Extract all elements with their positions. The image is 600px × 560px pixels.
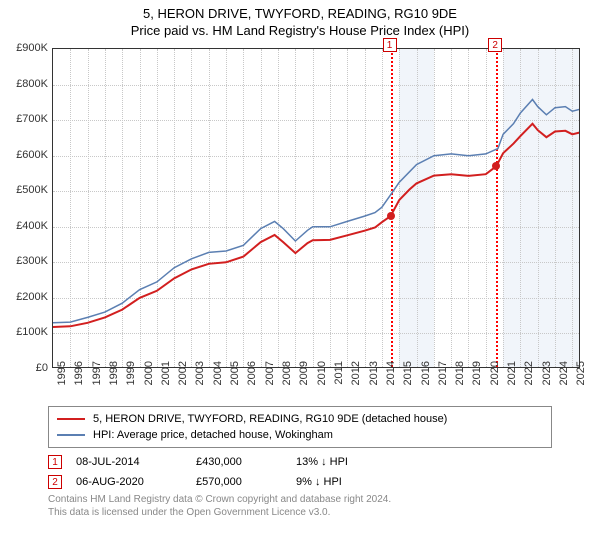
- x-tick-label: 2023: [541, 361, 553, 401]
- legend-row: HPI: Average price, detached house, Woki…: [57, 427, 543, 443]
- legend-label: HPI: Average price, detached house, Woki…: [93, 427, 333, 443]
- y-tick-label: £800K: [2, 78, 48, 90]
- y-tick-label: £400K: [2, 220, 48, 232]
- event-row-delta: 13% ↓ HPI: [296, 456, 426, 468]
- series-hpi: [53, 100, 579, 323]
- legend: 5, HERON DRIVE, TWYFORD, READING, RG10 9…: [48, 406, 552, 448]
- x-tick-label: 2007: [264, 361, 276, 401]
- y-tick-label: £200K: [2, 291, 48, 303]
- x-tick-label: 2013: [368, 361, 380, 401]
- x-tick-label: 2011: [333, 361, 345, 401]
- x-tick-label: 1998: [108, 361, 120, 401]
- event-row-date: 08-JUL-2014: [76, 456, 196, 468]
- event-row: 1 08-JUL-2014£430,00013% ↓ HPI: [48, 452, 552, 472]
- legend-swatch: [57, 434, 85, 436]
- x-tick-label: 2010: [316, 361, 328, 401]
- x-tick-label: 2025: [575, 361, 587, 401]
- x-tick-label: 1996: [73, 361, 85, 401]
- x-tick-label: 2009: [298, 361, 310, 401]
- chart-title: 5, HERON DRIVE, TWYFORD, READING, RG10 9…: [0, 6, 600, 21]
- plot-area: [52, 48, 580, 368]
- x-tick-label: 2012: [350, 361, 362, 401]
- y-tick-label: £100K: [2, 326, 48, 338]
- footer-attribution: Contains HM Land Registry data © Crown c…: [48, 494, 552, 519]
- x-tick-label: 2021: [506, 361, 518, 401]
- legend-row: 5, HERON DRIVE, TWYFORD, READING, RG10 9…: [57, 411, 543, 427]
- y-tick-label: £500K: [2, 184, 48, 196]
- x-tick-label: 2002: [177, 361, 189, 401]
- y-tick-label: £0: [2, 362, 48, 374]
- x-tick-label: 2019: [471, 361, 483, 401]
- x-tick-label: 2006: [246, 361, 258, 401]
- x-tick-label: 2000: [143, 361, 155, 401]
- event-badge-1: 1: [383, 38, 397, 52]
- events-table: 1 08-JUL-2014£430,00013% ↓ HPI 2 06-AUG-202…: [48, 452, 552, 492]
- x-tick-label: 2015: [402, 361, 414, 401]
- x-tick-label: 2008: [281, 361, 293, 401]
- event-row-delta: 9% ↓ HPI: [296, 476, 426, 488]
- x-tick-label: 2017: [437, 361, 449, 401]
- x-tick-label: 2018: [454, 361, 466, 401]
- footer-line-2: This data is licensed under the Open Gov…: [48, 507, 552, 520]
- event-row-date: 06-AUG-2020: [76, 476, 196, 488]
- event-badge-2: 2: [488, 38, 502, 52]
- x-tick-label: 2005: [229, 361, 241, 401]
- chart-subtitle: Price paid vs. HM Land Registry's House …: [0, 23, 600, 38]
- x-tick-label: 2014: [385, 361, 397, 401]
- y-tick-label: £600K: [2, 149, 48, 161]
- footer-line-1: Contains HM Land Registry data © Crown c…: [48, 494, 552, 507]
- x-tick-label: 2001: [160, 361, 172, 401]
- y-tick-label: £300K: [2, 255, 48, 267]
- x-tick-label: 1999: [125, 361, 137, 401]
- event-row-badge: 2: [48, 475, 62, 489]
- y-tick-label: £700K: [2, 113, 48, 125]
- event-row-badge: 1: [48, 455, 62, 469]
- event-row-price: £430,000: [196, 456, 296, 468]
- x-tick-label: 2020: [489, 361, 501, 401]
- x-tick-label: 2016: [420, 361, 432, 401]
- x-tick-label: 1995: [56, 361, 68, 401]
- event-row: 2 06-AUG-2020£570,0009% ↓ HPI: [48, 472, 552, 492]
- legend-swatch: [57, 418, 85, 420]
- x-tick-label: 2003: [194, 361, 206, 401]
- legend-label: 5, HERON DRIVE, TWYFORD, READING, RG10 9…: [93, 411, 447, 427]
- x-tick-label: 2004: [212, 361, 224, 401]
- chart: £0 £100K £200K £300K £400K £500K £600K £700K £80…: [0, 48, 600, 400]
- y-tick-label: £900K: [2, 42, 48, 54]
- x-tick-label: 2022: [523, 361, 535, 401]
- event-row-price: £570,000: [196, 476, 296, 488]
- x-tick-label: 1997: [91, 361, 103, 401]
- x-tick-label: 2024: [558, 361, 570, 401]
